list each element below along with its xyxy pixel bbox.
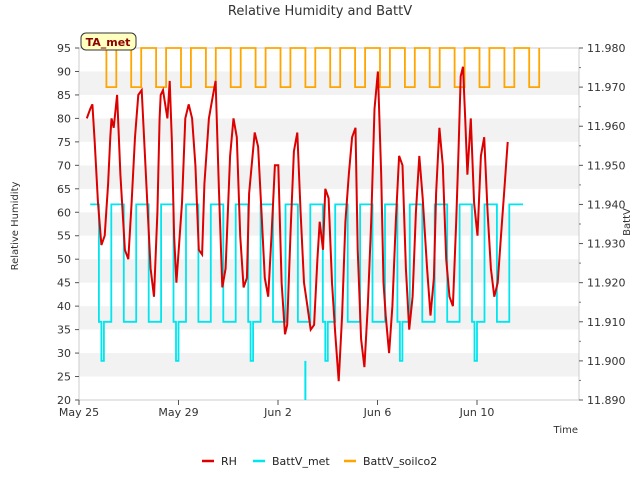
grid-band: [79, 306, 579, 330]
y-tick-label: 75: [57, 136, 71, 149]
y-tick-label: 20: [57, 394, 71, 407]
series-battv-soilco2: [92, 47, 541, 88]
rh-line: [85, 66, 509, 382]
y-tick-label: 50: [57, 253, 71, 266]
grid-band: [79, 94, 579, 119]
y2-tick-label: 11.890: [587, 394, 626, 407]
grid-band: [79, 329, 579, 354]
y2-tick-label: 11.980: [587, 42, 626, 55]
station-tag: TA_met: [80, 32, 137, 51]
y-tick-label: 90: [57, 65, 71, 78]
series-rh: [85, 66, 509, 382]
y2-tick-label: 11.970: [587, 81, 626, 94]
y-axis-ticks: 20 25 30 35 40 45 50 55 60 65 70 75 80 85 90 95: [57, 42, 79, 407]
x-tick-label: May 25: [59, 406, 99, 419]
y-tick-label: 30: [57, 347, 71, 360]
y2-tick-label: 11.910: [587, 316, 626, 329]
chart-title: Relative Humidity and BattV: [228, 4, 412, 19]
grid-band: [79, 353, 579, 377]
x-axis-ticks: May 25 May 29 Jun 2 Jun 6 Jun 10: [59, 400, 494, 419]
y2-tick-label: 11.960: [587, 120, 626, 133]
grid-band: [79, 376, 579, 400]
y2-axis-label: BattV: [622, 208, 633, 236]
y-tick-label: 25: [57, 371, 71, 384]
battv-soilco2-line: [92, 47, 541, 88]
legend-item-battv-soilco2: BattV_soilco2: [344, 455, 437, 468]
station-tag-label: TA_met: [86, 36, 131, 49]
y2-tick-label: 11.940: [587, 198, 626, 211]
y2-tick-label: 11.950: [587, 159, 626, 172]
y-tick-label: 95: [57, 42, 71, 55]
grid-band: [79, 141, 579, 166]
y-tick-label: 40: [57, 300, 71, 313]
y-tick-label: 80: [57, 112, 71, 125]
battv-met-line: [90, 203, 523, 362]
x-tick-label: Jun 10: [459, 406, 495, 419]
legend-item-battv-met: BattV_met: [253, 455, 330, 468]
y-axis-label: Relative Humidity: [10, 182, 21, 271]
legend-label-rh: RH: [221, 455, 237, 468]
y2-tick-label: 11.900: [587, 355, 626, 368]
y2-tick-label: 11.930: [587, 238, 626, 251]
series-battv-met: [90, 203, 523, 400]
x-axis-label: Time: [553, 425, 578, 436]
y-tick-label: 70: [57, 159, 71, 172]
y2-tick-label: 11.920: [587, 277, 626, 290]
x-tick-label: Jun 2: [263, 406, 292, 419]
y-tick-label: 65: [57, 183, 71, 196]
grid-band: [79, 118, 579, 142]
y-tick-label: 35: [57, 324, 71, 337]
legend-label-battv-soilco2: BattV_soilco2: [363, 455, 437, 468]
legend-item-rh: RH: [202, 455, 237, 468]
y2-axis-ticks: 11.890 11.900 11.910 11.920 11.930 11.940 11.9…: [579, 42, 626, 407]
grid-band: [79, 235, 579, 260]
x-tick-label: Jun 6: [363, 406, 392, 419]
legend: RH BattV_met BattV_soilco2: [202, 455, 437, 468]
y-tick-label: 60: [57, 206, 71, 219]
y-tick-label: 55: [57, 230, 71, 243]
y-tick-label: 45: [57, 277, 71, 290]
legend-label-battv-met: BattV_met: [272, 455, 330, 468]
y-tick-label: 85: [57, 89, 71, 102]
x-tick-label: May 29: [158, 406, 198, 419]
